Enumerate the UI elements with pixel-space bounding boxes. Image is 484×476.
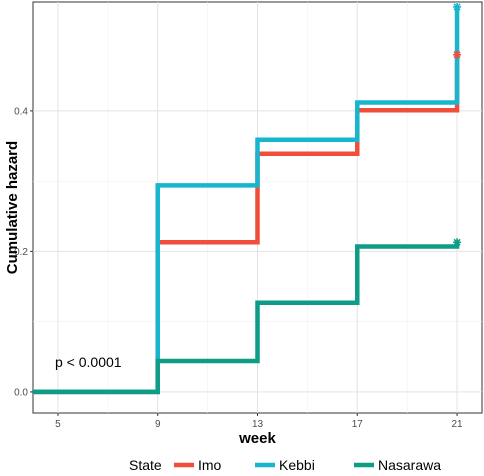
legend-label-imo: Imo bbox=[198, 457, 222, 473]
legend-title: State bbox=[129, 457, 162, 473]
y-tick-label: 0.4 bbox=[14, 106, 28, 117]
x-tick-label: 9 bbox=[155, 419, 161, 430]
series-lines bbox=[33, 6, 460, 395]
x-tick-label: 5 bbox=[55, 419, 61, 430]
series-line-nasarawa bbox=[33, 242, 460, 395]
legend-label-kebbi: Kebbi bbox=[279, 457, 315, 473]
censor-mark-imo bbox=[453, 50, 462, 59]
censor-mark-nasarawa bbox=[453, 238, 462, 247]
x-tick-label: 17 bbox=[352, 419, 364, 430]
y-tick-label: 0.2 bbox=[14, 247, 28, 258]
censor-mark-kebbi bbox=[453, 2, 462, 11]
x-axis-ticks: 5 9 13 17 21 bbox=[55, 413, 463, 430]
x-tick-label: 21 bbox=[451, 419, 463, 430]
p-value-annotation: p < 0.0001 bbox=[55, 354, 122, 370]
y-axis-title: Cumulative hazard bbox=[4, 141, 21, 274]
x-axis-title: week bbox=[238, 430, 276, 447]
y-axis-ticks: 0.0 0.2 0.4 bbox=[14, 106, 33, 398]
y-tick-label: 0.0 bbox=[14, 387, 28, 398]
legend: State Imo Kebbi Nasarawa bbox=[129, 457, 441, 473]
legend-label-nasarawa: Nasarawa bbox=[378, 457, 441, 473]
censor-marks bbox=[453, 2, 462, 247]
x-tick-label: 13 bbox=[252, 419, 264, 430]
series-line-kebbi bbox=[33, 6, 460, 395]
